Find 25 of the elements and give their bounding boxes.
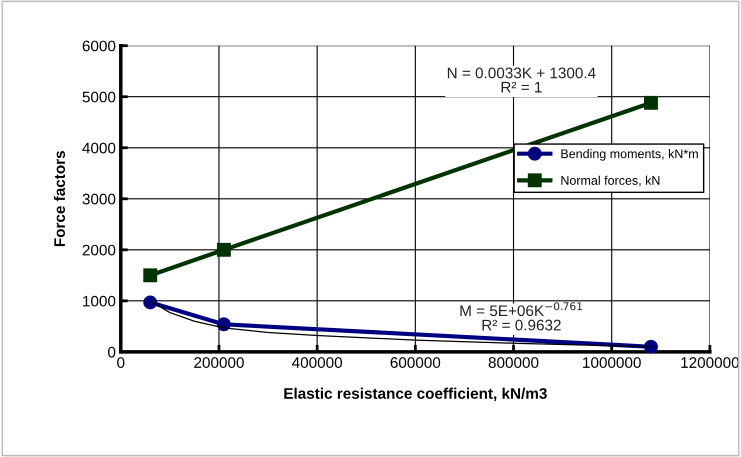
- y-tick-label: 0: [108, 346, 116, 358]
- y-axis-title: Force factors: [54, 151, 66, 246]
- legend-label: Bending moments, kN*m: [561, 149, 698, 161]
- x-tick-label: 1200000: [681, 357, 740, 368]
- point: [143, 295, 158, 310]
- y-tick-label: 6000: [82, 40, 116, 52]
- x-tick-label: 800000: [488, 357, 538, 368]
- x-tick-label: 200000: [194, 357, 244, 368]
- point: [143, 268, 158, 282]
- x-tick-label: 0: [117, 357, 124, 368]
- y-tick-label: 4000: [82, 142, 116, 154]
- y-tick-label: 5000: [82, 92, 116, 102]
- annotation: N = 0.0033K + 1300.4 R² = 1: [448, 68, 596, 92]
- x-axis-title: Elastic resistance coefficient, kN/m3: [284, 388, 547, 402]
- x-tick-label: 400000: [292, 357, 342, 368]
- x-tick-label: 1000000: [583, 357, 641, 368]
- point: [216, 242, 231, 257]
- legend-label: Normal forces, kN: [561, 176, 660, 186]
- x-tick-label: 600000: [390, 357, 440, 368]
- y-tick-label: 1000: [83, 296, 116, 307]
- point: [644, 340, 658, 354]
- point: [644, 96, 658, 110]
- y-tick-label: 2000: [82, 244, 116, 256]
- y-tick-label: 3000: [82, 194, 116, 204]
- annotation: M = 5E+06K$^{−0.761}$ R² = 0.9632: [460, 302, 582, 330]
